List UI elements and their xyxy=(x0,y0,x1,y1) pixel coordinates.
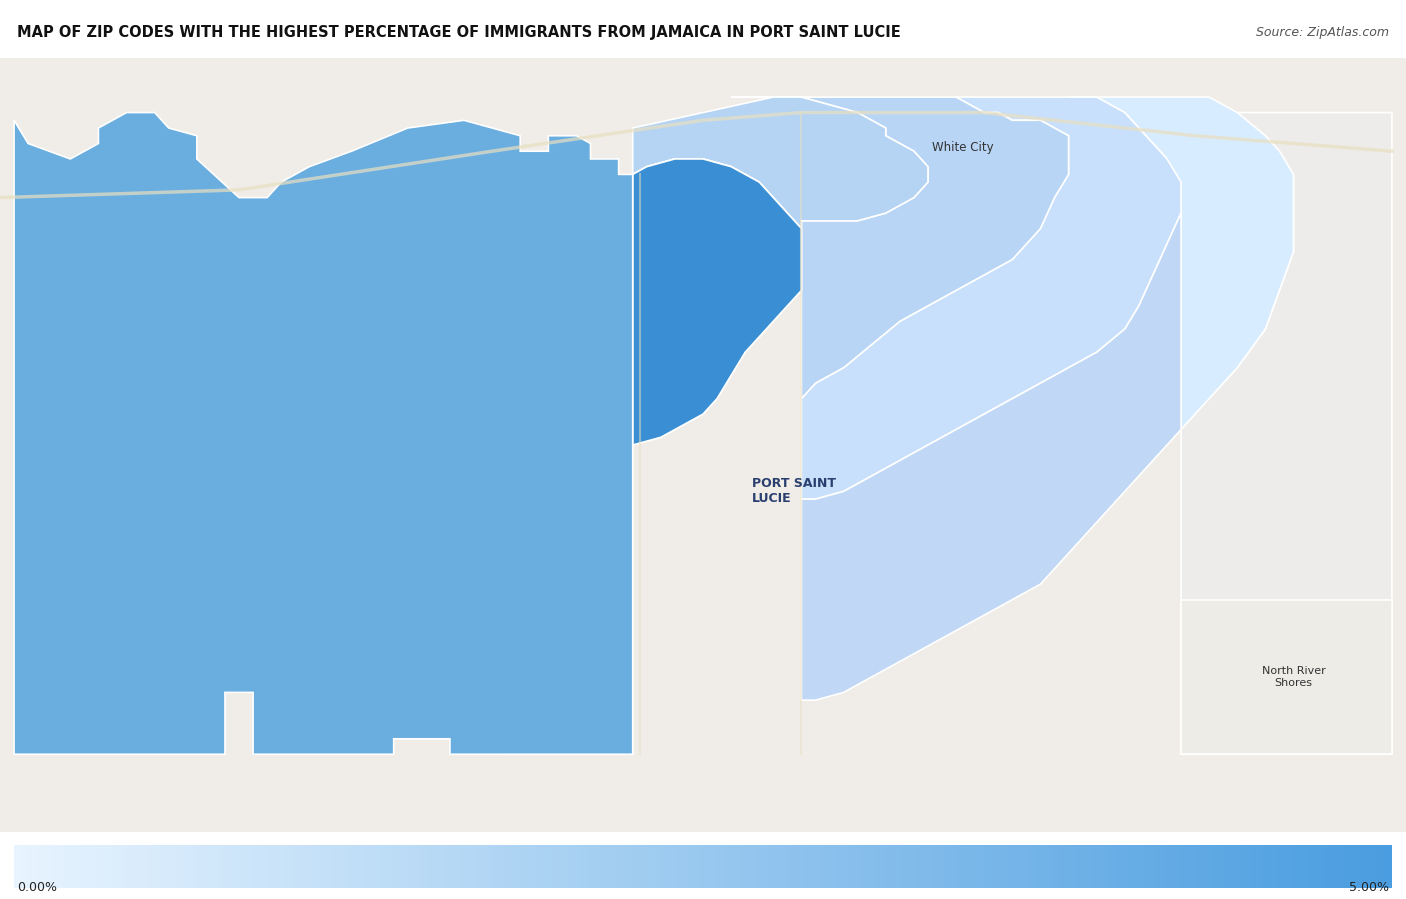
Polygon shape xyxy=(633,97,928,228)
Polygon shape xyxy=(506,159,801,754)
Text: 0.00%: 0.00% xyxy=(17,881,56,894)
Polygon shape xyxy=(731,97,1069,398)
Text: Source: ZipAtlas.com: Source: ZipAtlas.com xyxy=(1256,26,1389,39)
Polygon shape xyxy=(1181,600,1392,754)
Polygon shape xyxy=(801,213,1181,700)
Polygon shape xyxy=(1181,112,1392,754)
Text: White City: White City xyxy=(932,141,994,154)
Text: North River
Shores: North River Shores xyxy=(1261,666,1326,688)
Text: 5.00%: 5.00% xyxy=(1350,881,1389,894)
Text: MAP OF ZIP CODES WITH THE HIGHEST PERCENTAGE OF IMMIGRANTS FROM JAMAICA IN PORT : MAP OF ZIP CODES WITH THE HIGHEST PERCEN… xyxy=(17,24,901,40)
Polygon shape xyxy=(14,112,633,754)
Polygon shape xyxy=(633,159,801,445)
Text: PORT SAINT
LUCIE: PORT SAINT LUCIE xyxy=(752,477,837,505)
Polygon shape xyxy=(801,97,1181,499)
Polygon shape xyxy=(1069,97,1294,430)
